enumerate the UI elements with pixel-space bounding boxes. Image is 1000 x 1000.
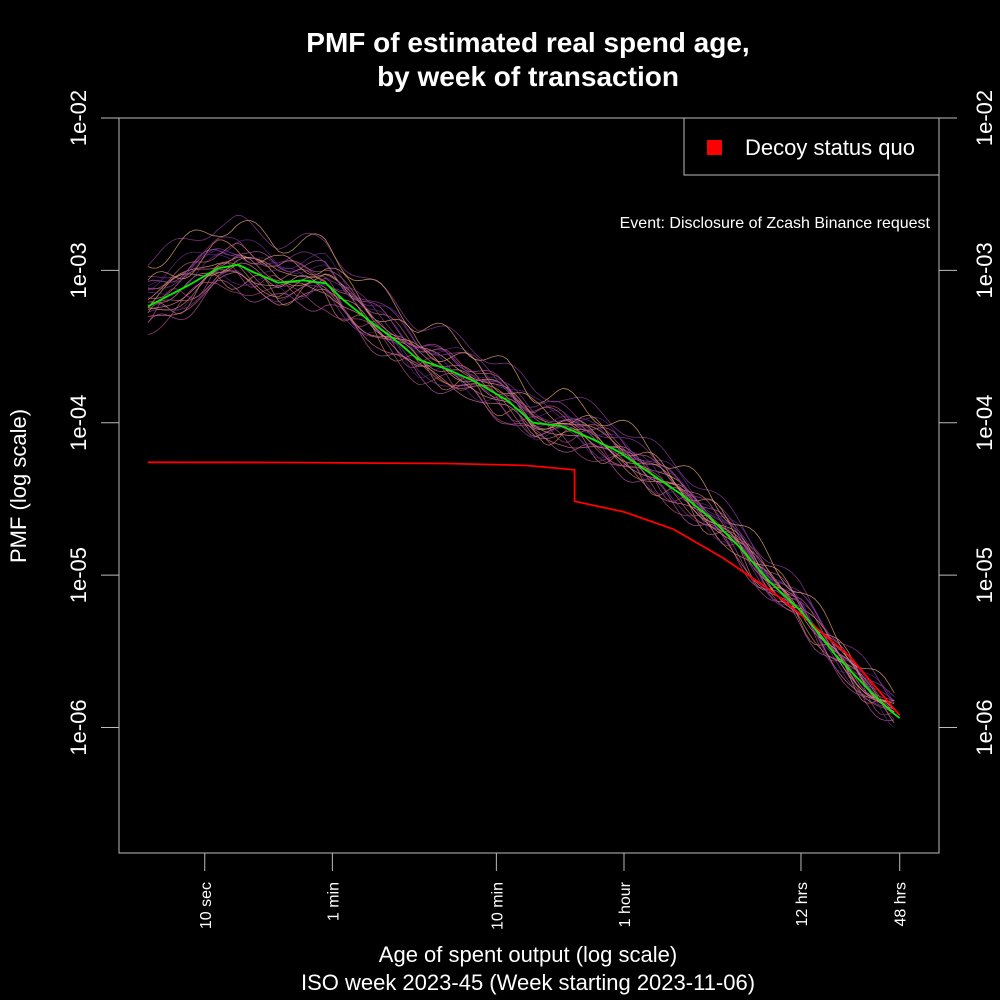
x-tick-label: 12 hrs bbox=[794, 882, 811, 926]
weekly-series-line bbox=[147, 262, 895, 724]
y-tick-label-left: 1e-04 bbox=[66, 395, 91, 451]
y-tick-label-left: 1e-02 bbox=[66, 90, 91, 146]
x-tick-label: 48 hrs bbox=[893, 882, 910, 926]
decoy-status-quo-line bbox=[147, 461, 901, 716]
series-group bbox=[147, 263, 901, 719]
legend-label: Decoy status quo bbox=[745, 135, 915, 160]
y-axis-title: PMF (log scale) bbox=[6, 409, 31, 563]
chart-title-line2: by week of transaction bbox=[377, 61, 679, 92]
y-tick-label-right: 1e-02 bbox=[972, 90, 997, 146]
weekly-series-line bbox=[147, 249, 895, 702]
x-axis-title: Age of spent output (log scale) bbox=[379, 942, 677, 967]
y-tick-label-right: 1e-06 bbox=[972, 699, 997, 755]
x-tick-label: 10 sec bbox=[198, 882, 215, 929]
y-axis-left: 1e-06 1e-05 1e-04 1e-03 1e-02 bbox=[66, 90, 119, 756]
y-tick-label-left: 1e-05 bbox=[66, 547, 91, 603]
legend-swatch bbox=[707, 140, 722, 155]
y-tick-label-left: 1e-06 bbox=[66, 699, 91, 755]
x-tick-label: 1 min bbox=[325, 882, 342, 921]
x-tick-label: 10 min bbox=[489, 882, 506, 930]
y-tick-label-right: 1e-05 bbox=[972, 547, 997, 603]
weekly-series-line bbox=[147, 281, 895, 710]
current-week-line bbox=[147, 263, 901, 719]
weekly-series-line bbox=[147, 220, 895, 694]
weekly-series-line bbox=[147, 239, 895, 702]
event-annotation: Event: Disclosure of Zcash Binance reque… bbox=[620, 215, 931, 232]
weekly-series-line bbox=[147, 247, 895, 701]
y-tick-label-left: 1e-03 bbox=[66, 242, 91, 298]
weekly-series-line bbox=[147, 271, 895, 713]
y-tick-label-right: 1e-04 bbox=[972, 395, 997, 451]
weekly-series-line bbox=[147, 254, 895, 720]
legend-box bbox=[683, 117, 940, 176]
chart-subtitle: ISO week 2023-45 (Week starting 2023-11-… bbox=[301, 970, 755, 995]
weekly-series-line bbox=[147, 214, 895, 704]
y-tick-label-right: 1e-03 bbox=[972, 242, 997, 298]
weekly-series-line bbox=[147, 261, 895, 716]
y-axis-right: 1e-06 1e-05 1e-04 1e-03 1e-02 bbox=[939, 90, 997, 756]
legend: Decoy status quo bbox=[683, 117, 940, 176]
x-tick-label: 1 hour bbox=[617, 881, 634, 927]
chart-title-line1: PMF of estimated real spend age, bbox=[306, 27, 749, 58]
x-axis: 10 sec 1 min 10 min 1 hour 12 hrs 48 hrs bbox=[198, 853, 910, 930]
weekly-series-line bbox=[147, 242, 895, 710]
plot-frame bbox=[118, 117, 940, 854]
